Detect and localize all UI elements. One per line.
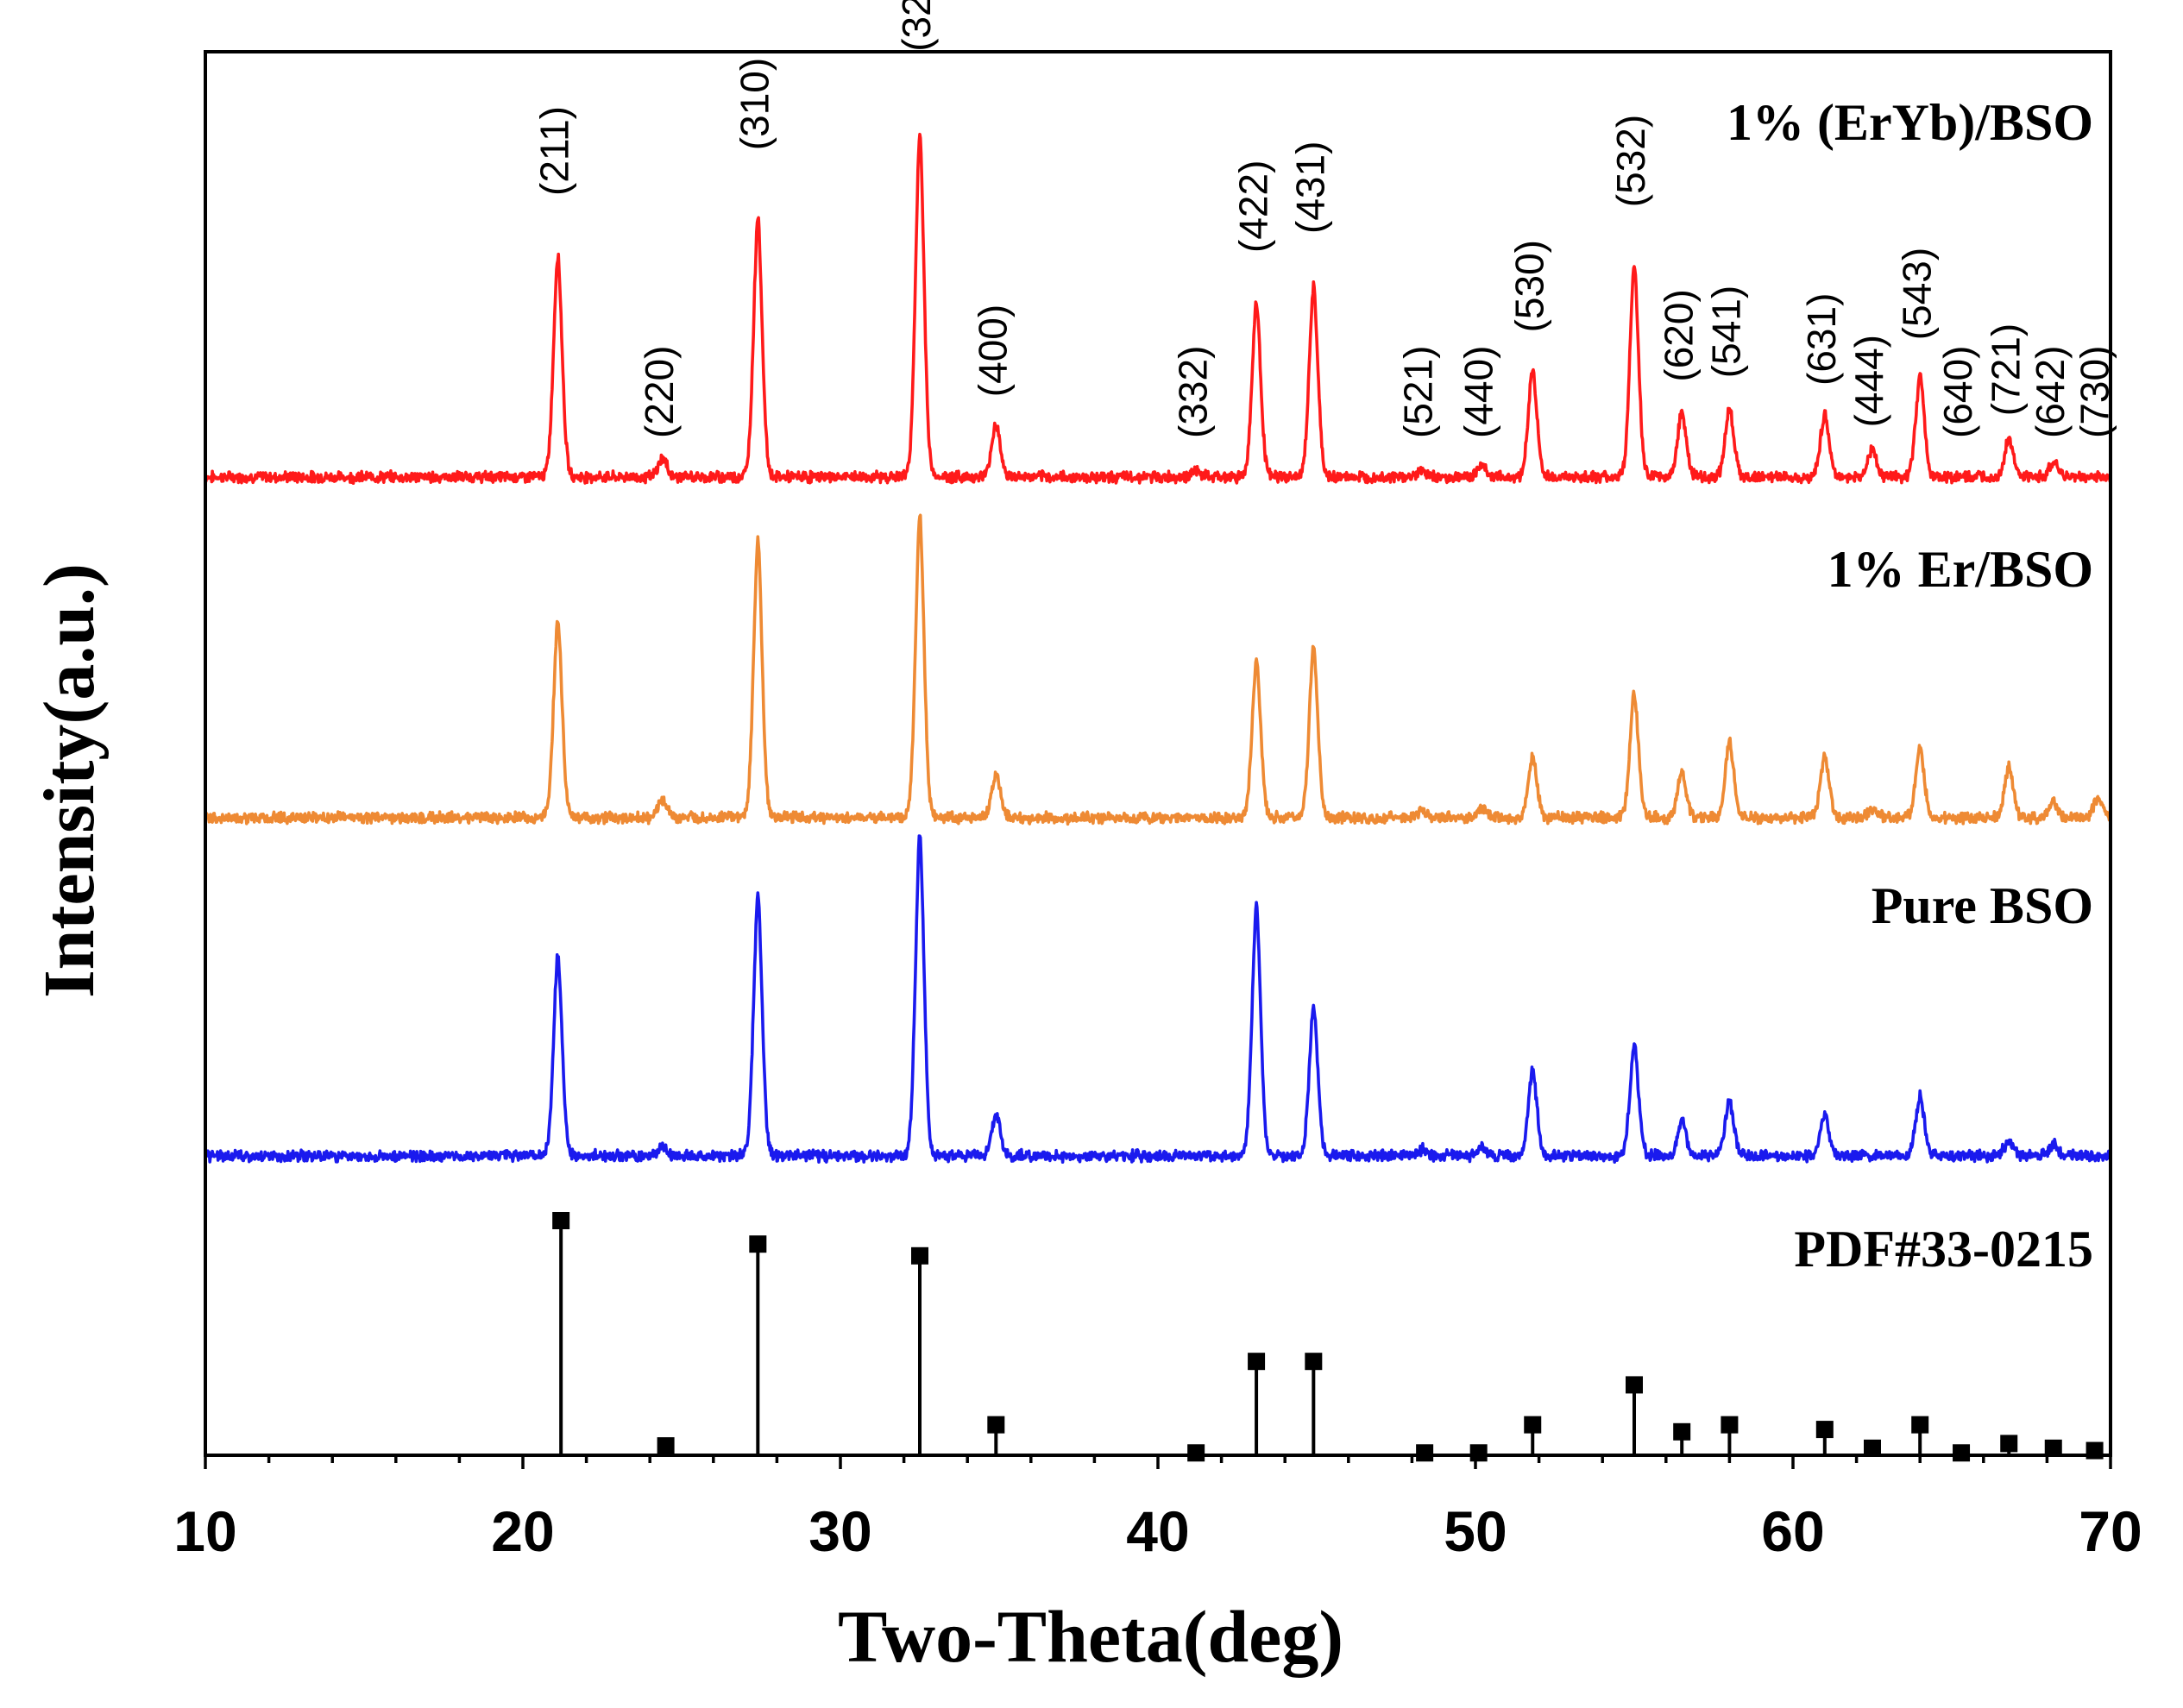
x-tick-label: 40 <box>1126 1499 1189 1563</box>
reference-marker <box>1815 1421 1834 1439</box>
x-tick-label: 50 <box>1444 1499 1507 1563</box>
miller-index-label: (444) <box>1846 335 1891 427</box>
reference-marker <box>1626 1376 1643 1394</box>
reference-marker <box>1673 1422 1691 1441</box>
reference-marker <box>1469 1444 1488 1462</box>
miller-index-label: (310) <box>732 58 777 150</box>
x-tick-label: 70 <box>2079 1499 2142 1563</box>
miller-index-label: (620) <box>1656 289 1701 381</box>
reference-marker <box>2000 1435 2018 1453</box>
reference-marker <box>552 1212 570 1229</box>
reference-marker <box>911 1246 928 1265</box>
x-axis-ticks: 10 20 30 40 50 60 70 <box>173 1455 2142 1563</box>
miller-index-label: (640) <box>1935 346 1980 438</box>
reference-marker <box>1416 1444 1434 1462</box>
spectra-group <box>204 132 2112 1164</box>
miller-index-labels: (211) (220) (310) (321) (400) (332) (422) (431)… <box>532 0 2117 438</box>
series-labels: 1% (ErYb)/BSO 1% Er/BSO Pure BSO PDF#33-021… <box>1727 94 2093 1278</box>
miller-index-label: (721) <box>1983 323 2028 416</box>
reference-marker <box>1524 1416 1542 1434</box>
x-tick-label: 10 <box>173 1499 236 1563</box>
miller-index-label: (521) <box>1396 346 1441 438</box>
series-label: Pure BSO <box>1872 877 2093 934</box>
series-label: 1% Er/BSO <box>1828 541 2093 598</box>
reference-pattern <box>552 1212 2104 1462</box>
spectrum-line-3 <box>204 834 2112 1164</box>
miller-index-label: (321) <box>894 0 939 52</box>
miller-index-label: (642) <box>2028 346 2073 438</box>
reference-marker <box>657 1437 675 1455</box>
reference-marker <box>1187 1444 1205 1462</box>
x-tick-label: 30 <box>808 1499 871 1563</box>
miller-index-label: (332) <box>1170 346 1215 438</box>
miller-index-label: (431) <box>1287 141 1332 234</box>
miller-index-label: (532) <box>1608 115 1653 207</box>
miller-index-label: (530) <box>1507 240 1551 332</box>
reference-marker <box>1953 1444 1971 1462</box>
miller-index-label: (422) <box>1230 160 1275 253</box>
x-tick-label: 60 <box>1761 1499 1824 1563</box>
reference-marker <box>1305 1353 1323 1371</box>
miller-index-label: (541) <box>1704 286 1749 378</box>
reference-marker <box>749 1235 767 1253</box>
x-axis-label: Two-Theta(deg) <box>838 1595 1343 1678</box>
reference-marker <box>1721 1416 1739 1434</box>
y-axis-label: Intensity(a.u.) <box>29 563 110 998</box>
miller-index-label: (220) <box>637 346 682 438</box>
series-label: 1% (ErYb)/BSO <box>1727 94 2093 151</box>
reference-marker <box>1911 1416 1929 1434</box>
miller-index-label: (440) <box>1456 346 1501 438</box>
reference-label: PDF#33-0215 <box>1794 1221 2093 1278</box>
reference-marker <box>1864 1439 1881 1457</box>
reference-marker <box>987 1416 1005 1434</box>
miller-index-label: (631) <box>1799 293 1844 386</box>
spectrum-line-1 <box>204 132 2112 485</box>
reference-marker <box>1248 1353 1266 1371</box>
reference-marker <box>2044 1439 2062 1457</box>
miller-index-label: (400) <box>970 305 1015 397</box>
x-tick-label: 20 <box>491 1499 554 1563</box>
spectrum-line-2 <box>204 513 2112 826</box>
miller-index-label: (543) <box>1894 248 1939 340</box>
miller-index-label: (211) <box>532 106 577 196</box>
